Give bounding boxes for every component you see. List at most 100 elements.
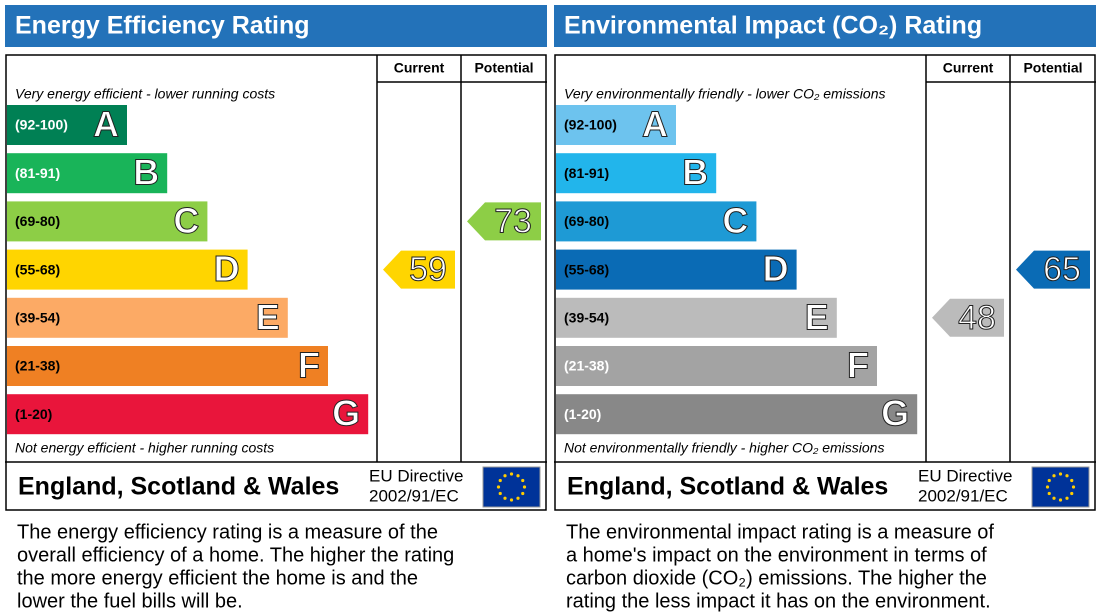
band-range: (21-38) [564,358,609,374]
eu-star [503,474,507,478]
top-note: Very energy efficient - lower running co… [15,86,275,102]
eu-star [509,472,514,476]
panel-title: Energy Efficiency Rating [15,12,310,40]
description: lower the fuel bills will be. [17,590,243,612]
description: The environmental impact rating is a mea… [566,521,994,543]
band-range: (1-20) [564,406,601,422]
band-range: (69-80) [564,213,609,229]
rating-band [7,249,248,290]
rating-value: 59 [409,251,447,289]
rating-band [556,201,757,242]
rating-band [7,394,369,435]
bottom-note: Not environmentally friendly - higher CO… [564,440,884,456]
band-letter: G [332,393,360,434]
description: the more energy efficient the home is an… [17,567,418,589]
band-range: (39-54) [564,310,609,326]
eu-star [1065,474,1069,478]
rating-band [556,153,717,194]
directive: EU Directive [918,466,1012,485]
directive: EU Directive [369,466,463,485]
eu-star [1070,478,1074,483]
band-range: (81-91) [15,165,60,181]
eu-star [1052,496,1056,500]
eu-star [1047,491,1051,496]
eu-star [498,491,502,496]
band-range: (92-100) [564,117,617,133]
band-range: (21-38) [15,358,60,374]
eu-star [516,496,520,500]
directive: 2002/91/EC [918,486,1008,505]
description: a home's impact on the environment in te… [566,544,987,566]
rating-band [7,153,168,194]
band-letter: F [298,345,320,386]
rating-band [7,346,328,386]
eu-star [1052,474,1056,478]
rating-value: 65 [1043,251,1081,289]
eu-star [496,485,501,489]
band-range: (69-80) [15,213,60,229]
band-letter: F [847,345,869,386]
rating-band [556,249,797,290]
rating-arrow [383,250,455,289]
region: England, Scotland & Wales [18,473,339,501]
description: rating the less impact it has on the env… [566,590,991,612]
eu-star [1058,472,1063,476]
rating-band [7,201,208,242]
eu-star [1047,478,1051,483]
eu-star [509,498,514,502]
band-range: (39-54) [15,310,60,326]
column-header: Potential [474,60,533,76]
band-range: (81-91) [564,165,609,181]
frame [5,54,547,511]
band-letter: C [722,200,748,241]
column-header: Current [943,60,994,76]
rating-band [556,394,918,435]
band-range: (55-68) [564,261,609,277]
band-letter: B [682,152,708,193]
description: carbon dioxide (CO₂) emissions. The high… [566,567,987,589]
title-bar [554,5,1096,47]
band-range: (92-100) [15,117,68,133]
rating-arrow [467,202,541,241]
eu-star [498,478,502,483]
band-letter: E [805,296,829,337]
eu-star [1065,496,1069,500]
eu-star [521,491,525,496]
band-range: (55-68) [15,261,60,277]
rating-band [556,105,676,145]
directive: 2002/91/EC [369,486,459,505]
rating-band [7,105,127,145]
band-letter: E [256,296,280,337]
band-letter: C [173,200,199,241]
title-bar [5,5,547,47]
eu-star [1058,498,1063,502]
rating-arrow [1016,250,1090,289]
rating-value: 73 [494,202,532,240]
eu-star [521,478,525,483]
rating-band [7,297,288,338]
panel-title: Environmental Impact (CO₂) Rating [564,12,982,40]
band-letter: D [763,248,789,289]
band-letter: B [133,152,159,193]
description: The energy efficiency rating is a measur… [17,521,438,543]
rating-arrow [932,298,1004,337]
top-note: Very environmentally friendly - lower CO… [564,86,885,102]
band-letter: G [881,393,909,434]
band-letter: A [93,104,119,145]
rating-band [556,346,877,386]
band-letter: D [214,248,240,289]
region: England, Scotland & Wales [567,473,888,501]
column-header: Current [394,60,445,76]
eu-star [516,474,520,478]
eu-star [503,496,507,500]
eu-star [522,485,527,489]
eu-star [1045,485,1050,489]
rating-value: 48 [958,299,996,337]
frame [554,54,1096,511]
rating-band [556,297,837,338]
column-header: Potential [1023,60,1082,76]
eu-star [1070,491,1074,496]
description: overall efficiency of a home. The higher… [17,544,454,566]
bottom-note: Not energy efficient - higher running co… [15,440,274,456]
